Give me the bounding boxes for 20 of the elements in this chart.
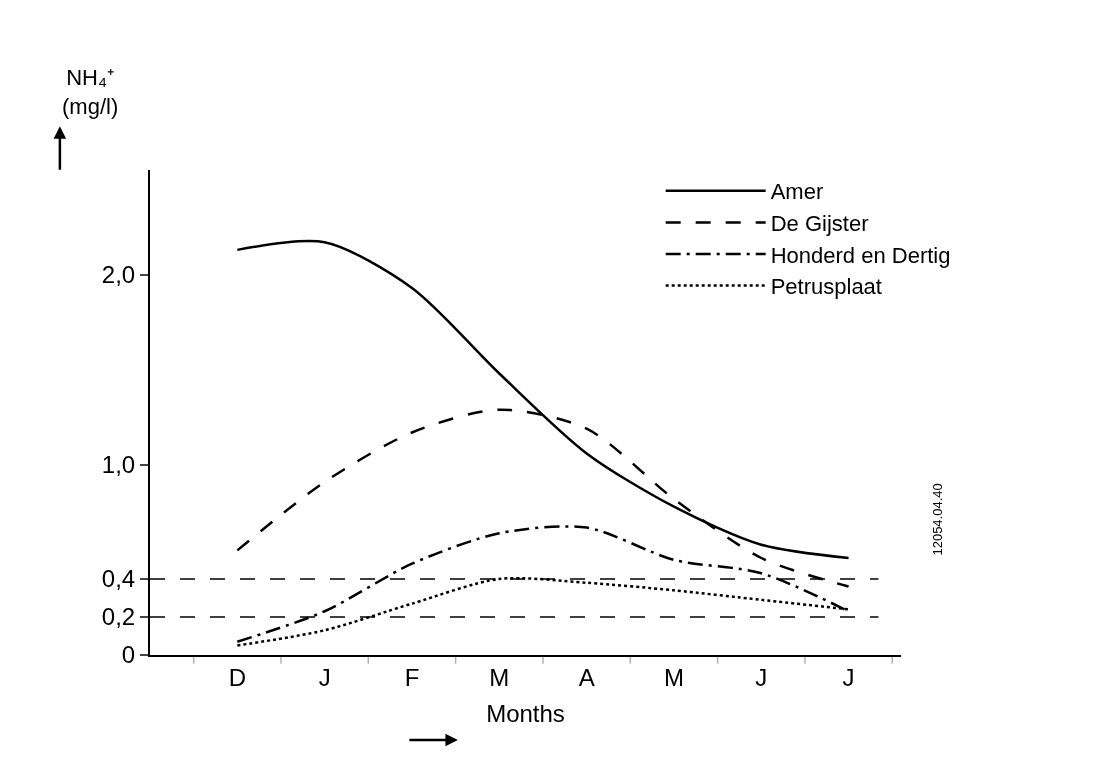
text: 12054.04.40: [929, 483, 945, 556]
x-tick-label: F: [404, 663, 420, 691]
legend-label: De Gijster: [770, 210, 869, 236]
x-axis-title: Months: [486, 699, 565, 727]
y-axis-title: NH₄⁺ (mg/l): [62, 65, 119, 119]
x-tick-label: M: [663, 663, 684, 691]
legend-label: Honderd en Dertig: [770, 242, 951, 268]
x-tick-label: D: [228, 663, 246, 691]
x-tick-label: J: [318, 663, 331, 691]
y-tick-label: 0: [121, 641, 136, 669]
x-tick-label: J: [842, 663, 855, 691]
y-tick-label: 0,2: [101, 603, 136, 631]
legend-label: Amer: [770, 179, 824, 205]
y-tick-label: 2,0: [101, 261, 136, 289]
legend-label: Petrusplaat: [770, 274, 882, 300]
x-tick-label: M: [489, 663, 510, 691]
x-tick-label: J: [755, 663, 768, 691]
y-tick-label: 1,0: [101, 451, 136, 479]
y-tick-label: 0,4: [101, 565, 136, 593]
x-tick-label: A: [578, 663, 595, 691]
